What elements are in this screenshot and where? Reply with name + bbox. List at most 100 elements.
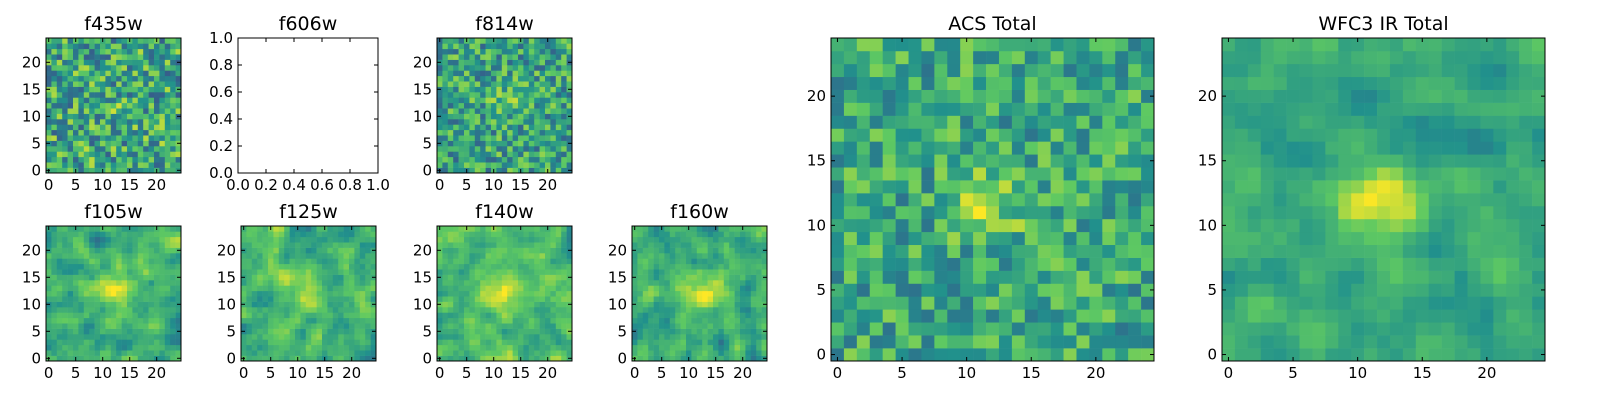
heatmap-cell <box>322 296 328 302</box>
heatmap-cell <box>718 307 725 313</box>
heatmap-cell <box>442 296 449 302</box>
axes-frame <box>240 225 377 362</box>
heatmap-cell <box>869 102 883 116</box>
heatmap-cell <box>528 151 535 158</box>
heatmap-cell <box>464 231 470 238</box>
heatmap-cell <box>132 269 139 275</box>
heatmap-cell <box>1428 205 1442 220</box>
heatmap-cell <box>83 317 90 324</box>
heatmap-cell <box>1377 180 1391 194</box>
heatmap-cell <box>447 231 454 238</box>
heatmap-cell <box>116 285 122 292</box>
heatmap-cell <box>143 344 149 351</box>
heatmap-cell <box>1428 335 1442 349</box>
heatmap-cell <box>116 290 122 297</box>
heatmap-cell <box>1011 50 1026 65</box>
heatmap-cell <box>496 231 503 238</box>
heatmap-cell <box>105 231 112 238</box>
heatmap-cell <box>528 124 535 131</box>
heatmap-cell <box>491 269 497 275</box>
heatmap-cell <box>664 307 671 313</box>
heatmap-cell <box>648 339 654 346</box>
heatmap-cell <box>447 296 454 302</box>
heatmap-cell <box>539 242 546 248</box>
heatmap-cell <box>745 290 752 297</box>
heatmap-cell <box>437 162 443 168</box>
heatmap-cell <box>154 285 160 292</box>
heatmap-cell <box>485 81 492 87</box>
heatmap-cell <box>561 75 567 82</box>
heatmap-cell <box>561 102 567 109</box>
heatmap-cell <box>1234 322 1249 336</box>
heatmap-cell <box>447 151 454 158</box>
heatmap-cell <box>496 75 503 82</box>
heatmap-cell <box>745 263 752 270</box>
heatmap-cell <box>46 253 52 259</box>
heatmap-cell <box>632 263 638 270</box>
heatmap-cell <box>496 162 503 168</box>
heatmap-cell <box>464 48 470 55</box>
heatmap-cell <box>46 102 52 109</box>
heatmap-cell <box>132 140 139 147</box>
x-tick-label: 15 <box>511 176 530 194</box>
heatmap-cell <box>895 270 909 284</box>
heatmap-cell <box>1089 63 1103 78</box>
heatmap-cell <box>56 146 63 152</box>
heatmap-cell <box>284 236 290 243</box>
heatmap-cell <box>442 290 449 297</box>
heatmap-cell <box>332 323 339 329</box>
heatmap-cell <box>458 43 465 50</box>
heatmap-cell <box>474 296 481 302</box>
heatmap-cell <box>469 274 476 281</box>
heatmap-cell <box>159 75 166 82</box>
heatmap-cell <box>831 128 845 142</box>
heatmap-cell <box>56 301 63 308</box>
heatmap-cell <box>534 344 540 351</box>
heatmap-cell <box>561 162 567 168</box>
heatmap-cell <box>632 323 638 329</box>
heatmap-cell <box>464 129 470 136</box>
heatmap-cell <box>550 119 557 125</box>
heatmap-cell <box>648 280 654 286</box>
heatmap-cell <box>343 312 350 319</box>
heatmap-cell <box>566 263 573 270</box>
heatmap-cell <box>51 339 58 346</box>
heatmap-cell <box>332 247 339 254</box>
heatmap-cell <box>632 317 638 324</box>
heatmap-cell <box>501 253 508 259</box>
heatmap-cell <box>1299 283 1313 297</box>
heatmap-cell <box>110 119 117 125</box>
heatmap-cell <box>354 253 361 259</box>
heatmap-cell <box>669 323 676 329</box>
heatmap-cell <box>507 108 513 114</box>
heatmap-cell <box>729 301 735 308</box>
heatmap-cell <box>960 205 974 220</box>
heatmap-cell <box>453 301 459 308</box>
heatmap-cell <box>332 285 339 292</box>
heatmap-cell <box>507 285 513 292</box>
heatmap-cell <box>278 323 285 329</box>
heatmap-cell <box>132 146 139 152</box>
heatmap-cell <box>756 350 762 356</box>
heatmap-cell <box>1260 322 1274 336</box>
heatmap-cell <box>947 257 961 271</box>
heatmap-cell <box>561 135 567 141</box>
heatmap-cell <box>1011 38 1026 52</box>
heatmap-cell <box>437 70 443 77</box>
heatmap-cell <box>284 247 290 254</box>
heatmap-cell <box>121 48 128 55</box>
heatmap-cell <box>523 258 530 265</box>
heatmap-cell <box>458 312 465 319</box>
heatmap-cell <box>67 81 74 87</box>
heatmap-cell <box>491 119 497 125</box>
heatmap-cell <box>539 92 546 98</box>
heatmap-cell <box>653 253 660 259</box>
heatmap-cell <box>491 247 497 254</box>
x-tick-label: 0 <box>44 364 54 382</box>
heatmap-cell <box>1338 309 1352 323</box>
heatmap-cell <box>94 146 101 152</box>
heatmap-cell <box>332 263 339 270</box>
heatmap-cell <box>305 285 312 292</box>
heatmap-cell <box>1089 296 1103 310</box>
heatmap-cell <box>46 323 52 329</box>
